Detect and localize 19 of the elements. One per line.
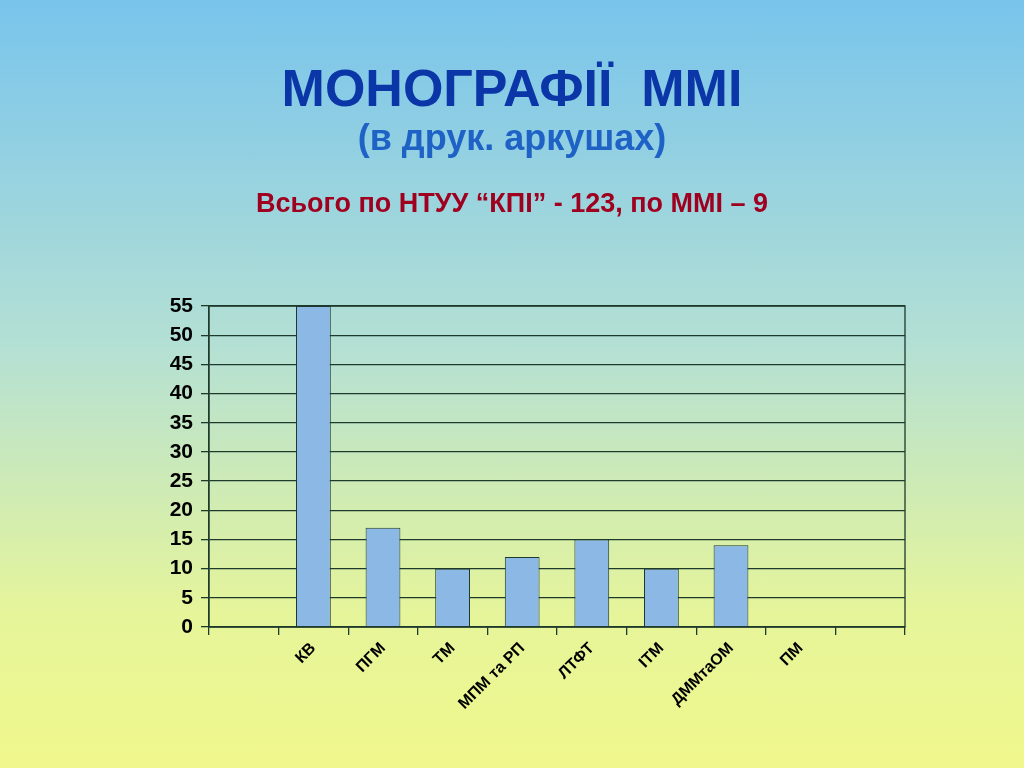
y-tick-label: 35	[169, 409, 194, 433]
y-tick-label: 45	[169, 351, 194, 375]
text: Всього по НТУУ “КПІ” - 123, по ММІ – 9	[254, 187, 770, 220]
y-tick-label: 55	[169, 292, 194, 316]
y-tick-label: 25	[169, 467, 194, 491]
chart-title: МОНОГРАФІЇ ММІ	[280, 58, 744, 119]
y-tick-label: 10	[169, 555, 193, 579]
x-tick-label: ІТМ	[635, 639, 667, 671]
y-tick-label: 15	[169, 526, 194, 550]
y-tick-label: 40	[169, 380, 193, 404]
y-tick-label: 20	[169, 497, 193, 521]
y-tick-label: 50	[169, 321, 193, 345]
chart-subtitle: (в друк. аркушах)	[356, 116, 668, 160]
x-tick-label: ТМ	[429, 639, 458, 668]
y-tick-label: 30	[169, 438, 193, 462]
x-tick-label: КВ	[291, 639, 319, 667]
y-tick-label: 0	[181, 613, 193, 637]
y-tick-label: 5	[181, 584, 194, 608]
x-tick-label: ПМ	[776, 639, 806, 669]
